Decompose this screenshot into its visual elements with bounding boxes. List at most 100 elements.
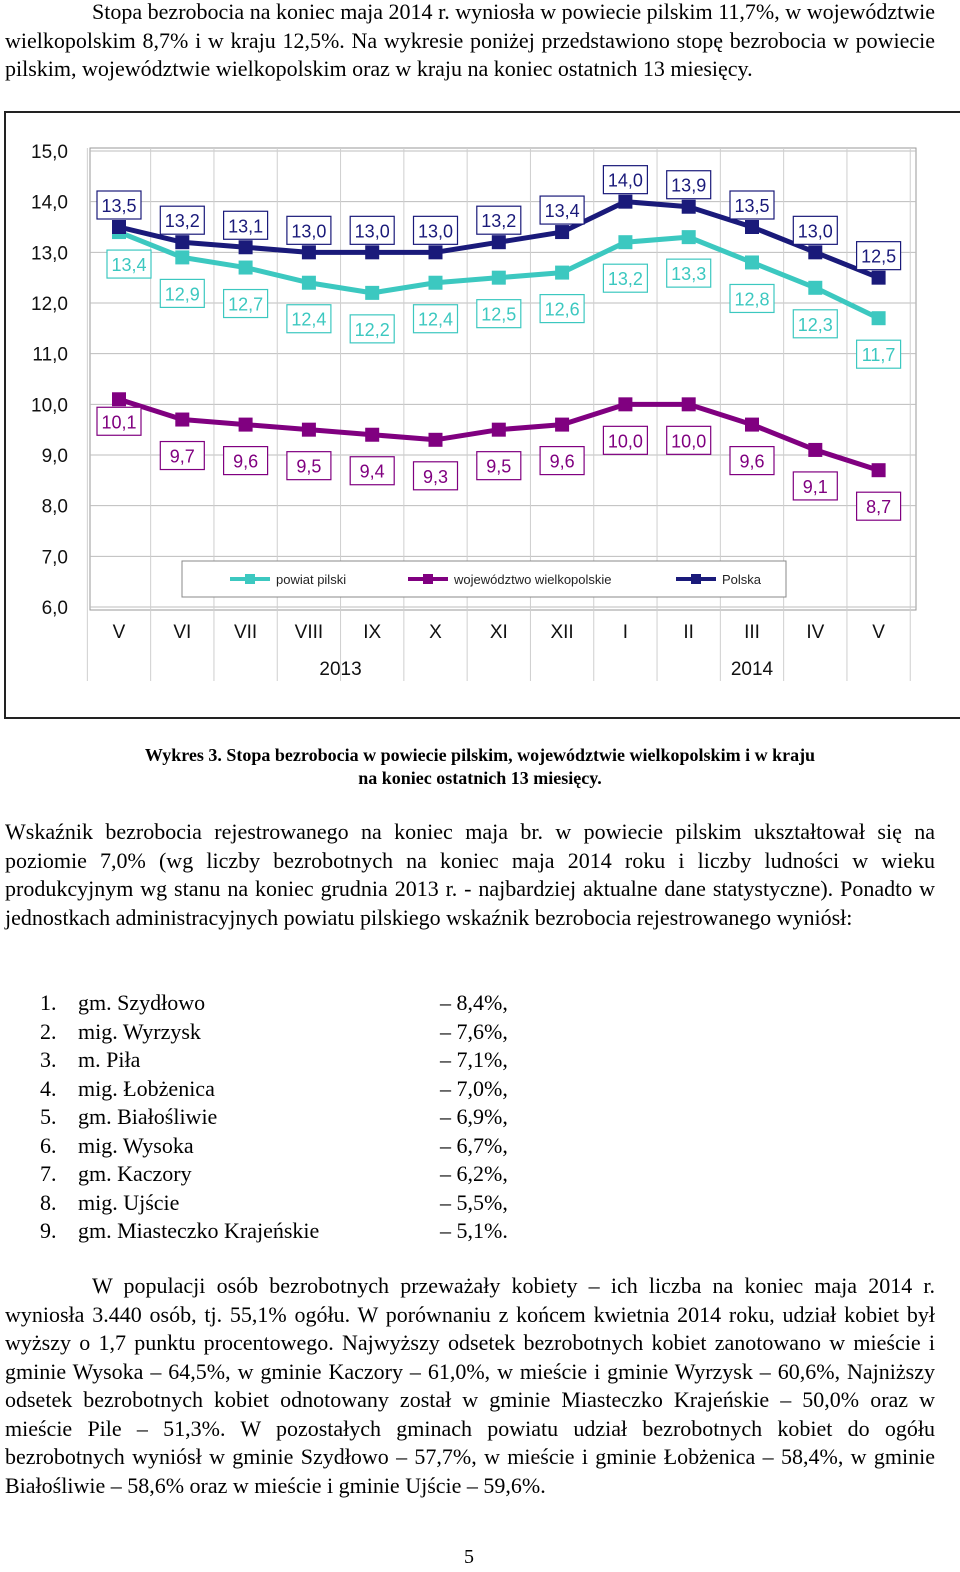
data-label: 9,6 — [550, 452, 575, 472]
data-label-box — [602, 165, 649, 195]
data-label: 13,4 — [111, 255, 146, 275]
item-name: gm. Szydłowo — [78, 990, 206, 1015]
list-item: 4. mig. Łobżenica – 7,0%, — [40, 1075, 560, 1104]
data-label: 9,3 — [423, 467, 448, 487]
item-number: 5. — [40, 1104, 57, 1129]
x-tick-label: VII — [234, 622, 257, 643]
x-tick-label: III — [744, 622, 760, 643]
list-item: 5. gm. Białośliwie – 6,9%, — [40, 1103, 560, 1132]
data-label-box — [666, 170, 712, 200]
grid-lines — [86, 148, 916, 681]
x-tick-label: V — [113, 622, 126, 643]
chart-caption-line1: Wykres 3. Stopa bezrobocia w powiecie pi… — [144, 745, 816, 765]
admin-units-list: 1. gm. Szydłowo – 8,4%, 2. mig. Wyrzysk – 7,… — [40, 989, 560, 1246]
list-item: 9. gm. Miasteczko Krajeńskie – 5,1%. — [40, 1217, 560, 1246]
legend-label: powiat pilski — [276, 572, 346, 587]
data-label: 12,7 — [228, 295, 263, 315]
data-point — [871, 270, 886, 285]
data-point — [555, 225, 570, 240]
item-value: – 7,6%, — [440, 1018, 508, 1044]
x-year-label: 2013 — [319, 659, 361, 680]
data-label-box — [412, 215, 459, 245]
data-point — [428, 432, 443, 447]
data-point — [491, 422, 506, 437]
data-label-box — [159, 278, 205, 308]
data-label: 12,6 — [545, 300, 580, 320]
item-name: gm. Białośliwie — [78, 1104, 218, 1129]
data-label-box — [349, 456, 395, 486]
item-number: 9. — [40, 1218, 57, 1243]
data-label-box — [476, 205, 522, 235]
data-point — [301, 245, 316, 260]
data-label-box — [729, 190, 775, 220]
data-label-box — [792, 309, 838, 339]
item-number: 6. — [40, 1132, 57, 1158]
x-tick-label: I — [623, 622, 628, 643]
y-tick-label: 11,0 — [32, 345, 68, 366]
y-tick-label: 6,0 — [42, 598, 68, 619]
data-label-box — [159, 205, 205, 235]
data-label-box — [286, 304, 332, 334]
data-point — [301, 275, 316, 290]
item-name: mig. Łobżenica — [78, 1075, 215, 1101]
series-lines — [112, 194, 886, 478]
legend-marker — [245, 574, 255, 584]
data-point — [175, 250, 190, 265]
item-number: 8. — [40, 1189, 57, 1215]
data-label: 13,1 — [228, 216, 263, 236]
y-tick-label: 7,0 — [42, 547, 68, 568]
data-label: 9,4 — [360, 462, 385, 482]
data-label-box — [855, 339, 902, 369]
legend-marker — [423, 574, 433, 584]
data-label-box — [412, 304, 459, 334]
data-point — [365, 245, 380, 260]
y-axis-ticks: 15,0 14,0 13,0 12,0 11,0 10,0 9,0 8,0 7,0 6,0 — [31, 142, 68, 619]
data-point — [428, 245, 443, 260]
data-label-box — [223, 288, 269, 319]
data-label: 10,0 — [671, 431, 706, 451]
data-label-box — [539, 446, 585, 476]
data-point — [238, 240, 253, 255]
data-point — [745, 255, 759, 270]
data-label: 13,2 — [165, 211, 200, 231]
data-label: 13,4 — [545, 201, 580, 221]
item-name: m. Piła — [78, 1047, 141, 1072]
data-label-box — [96, 190, 142, 220]
item-value: – 8,4%, — [440, 990, 508, 1015]
item-number: 1. — [40, 990, 57, 1015]
list-item: 1. gm. Szydłowo – 8,4%, — [40, 989, 560, 1018]
data-label: 9,5 — [486, 457, 511, 477]
item-name: mig. Wysoka — [78, 1132, 194, 1158]
page-number: 5 — [464, 1546, 474, 1568]
data-label-box — [602, 425, 649, 455]
y-tick-label: 13,0 — [31, 243, 68, 264]
data-label: 9,7 — [170, 447, 195, 467]
data-label-box — [223, 210, 269, 240]
item-name: mig. Ujście — [78, 1189, 180, 1215]
data-label: 12,5 — [481, 305, 516, 325]
data-label-box — [539, 195, 585, 225]
data-label: 12,5 — [861, 247, 896, 267]
data-label-box — [792, 471, 838, 501]
x-tick-label: XII — [550, 622, 573, 643]
data-point — [618, 235, 633, 250]
data-label: 13,0 — [798, 221, 833, 241]
chart-frame — [4, 111, 960, 719]
data-point — [681, 397, 696, 412]
chart-legend: powiat pilski województwo wielkopolskie Po… — [181, 560, 787, 598]
data-point — [871, 463, 886, 478]
data-point — [175, 235, 190, 250]
data-label: 13,2 — [608, 269, 643, 289]
data-label: 10,1 — [101, 412, 136, 432]
data-point — [491, 235, 506, 250]
data-label: 13,3 — [671, 264, 706, 284]
item-number: 3. — [40, 1047, 57, 1072]
item-value: – 5,5%, — [440, 1189, 508, 1215]
data-label-box — [729, 283, 775, 314]
data-label: 10,0 — [608, 431, 643, 451]
data-point — [238, 417, 253, 432]
data-label: 13,9 — [671, 176, 706, 196]
data-label: 12,8 — [734, 289, 769, 309]
x-tick-label: X — [429, 622, 442, 643]
